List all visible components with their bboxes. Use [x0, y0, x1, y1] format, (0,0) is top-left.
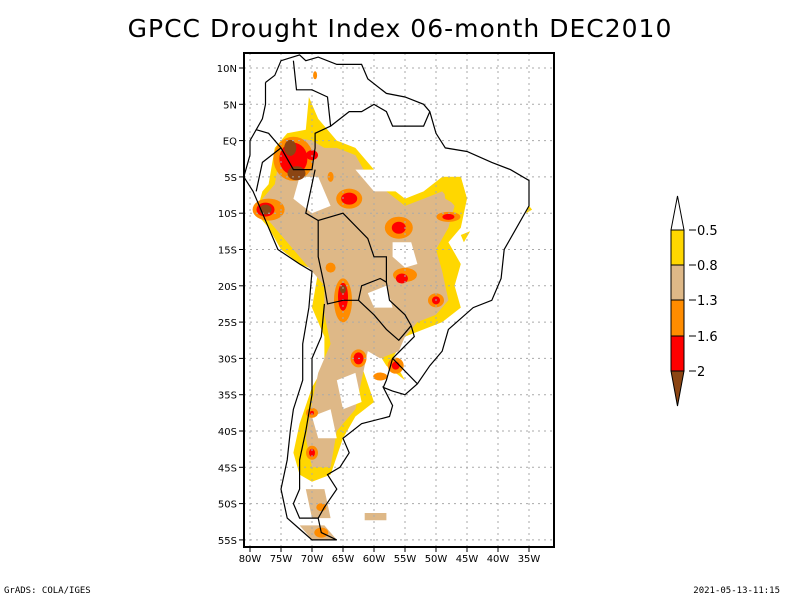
country-border: [305, 169, 418, 385]
no-drought-area: [293, 176, 331, 214]
lon-tick-label: 40W: [487, 554, 510, 565]
colorbar-label: 1.3: [697, 294, 718, 309]
drought-field-layer: [252, 71, 533, 540]
hotspot-red: [310, 410, 314, 415]
lat-tick-label: 50S: [218, 500, 237, 511]
country-border: [358, 299, 412, 342]
no-drought-area: [336, 372, 362, 410]
country-border: [255, 147, 282, 192]
hotspot-brown: [287, 166, 306, 181]
country-border: [292, 303, 325, 519]
hotspot-red: [391, 221, 406, 234]
country-border: [330, 103, 431, 127]
drought-area-severe: [262, 137, 455, 468]
colorbar-segment: [670, 335, 685, 372]
no-drought-area: [312, 409, 337, 439]
lat-tick-label: 15S: [218, 246, 237, 257]
lon-tick-label: 80W: [239, 554, 262, 565]
no-drought-area: [392, 242, 418, 268]
colorbar-label: 0.5: [697, 224, 718, 239]
lon-tick-label: 65W: [332, 554, 355, 565]
lon-tick-label: 50W: [425, 554, 448, 565]
lon-tick-label: 45W: [456, 554, 479, 565]
lon-axis: 80W 75W 70W 65W 60W 55W 50W 45W 40W 35W: [239, 547, 541, 565]
country-border: [382, 358, 394, 388]
lat-tick-label: 30S: [218, 354, 237, 365]
lat-axis: 10N 5N EQ 5S 10S 15S 20S 25S 30S 35S 40S 45S 50S 55S: [217, 64, 244, 547]
hotspot-red: [341, 192, 358, 205]
lon-tick-label: 35W: [518, 554, 541, 565]
hotspot-orange: [325, 262, 336, 273]
hotspot-red: [442, 213, 455, 220]
colorbar-legend: 0.5 0.8 1.3 1.6 2: [670, 195, 718, 407]
lon-tick-label: 75W: [270, 554, 293, 565]
lat-tick-label: 35S: [218, 391, 237, 402]
colorbar-top-arrow: [670, 195, 685, 231]
lat-tick-label: 5S: [224, 173, 237, 184]
drought-area-moderate: [442, 176, 467, 206]
lat-tick-label: 45S: [218, 463, 237, 474]
lat-tick-label: 10S: [218, 209, 237, 220]
footer-timestamp: 2021-05-13-11:15: [693, 586, 780, 596]
hotspot-red: [309, 448, 315, 457]
lat-tick-label: 20S: [218, 282, 237, 293]
lon-tick-label: 55W: [394, 554, 417, 565]
colorbar-segment: [670, 264, 685, 301]
colorbar-label: 1.6: [697, 330, 718, 345]
lon-tick-label: 70W: [301, 554, 324, 565]
lat-tick-label: 25S: [218, 318, 237, 329]
hotspot-brown: [284, 139, 297, 156]
colorbar-bottom-arrow: [670, 370, 685, 407]
colorbar-label: 0.8: [697, 259, 718, 274]
chart-title: GPCC Drought Index 06-month DEC2010: [127, 14, 673, 43]
coastline: [245, 54, 530, 541]
hotspot-orange: [373, 372, 388, 381]
lon-tick-label: 60W: [363, 554, 386, 565]
drought-area-moderate: [460, 231, 471, 243]
colorbar-segment: [670, 229, 685, 266]
colorbar-segment: [670, 299, 685, 337]
hotspot-red: [395, 273, 408, 284]
country-border: [317, 220, 387, 305]
hotspot-brown: [340, 285, 346, 294]
drought-area-severe: [364, 513, 387, 521]
lat-tick-label: 5N: [223, 100, 237, 111]
map-frame: [243, 52, 555, 548]
lat-tick-label: 40S: [218, 427, 237, 438]
lat-tick-label: 55S: [218, 536, 237, 547]
colorbar-label: 2: [697, 365, 705, 380]
country-border: [256, 60, 332, 171]
hotspot-orange: [327, 171, 334, 182]
coastline-layer: [245, 54, 530, 541]
no-drought-area: [355, 169, 399, 192]
lat-tick-label: EQ: [223, 137, 237, 148]
no-drought-area: [367, 285, 393, 308]
hotspot-orange: [313, 71, 318, 80]
hotspot-red: [391, 361, 400, 370]
footer-credit: GrADS: COLA/IGES: [4, 586, 91, 596]
lat-tick-label: 10N: [217, 64, 237, 75]
